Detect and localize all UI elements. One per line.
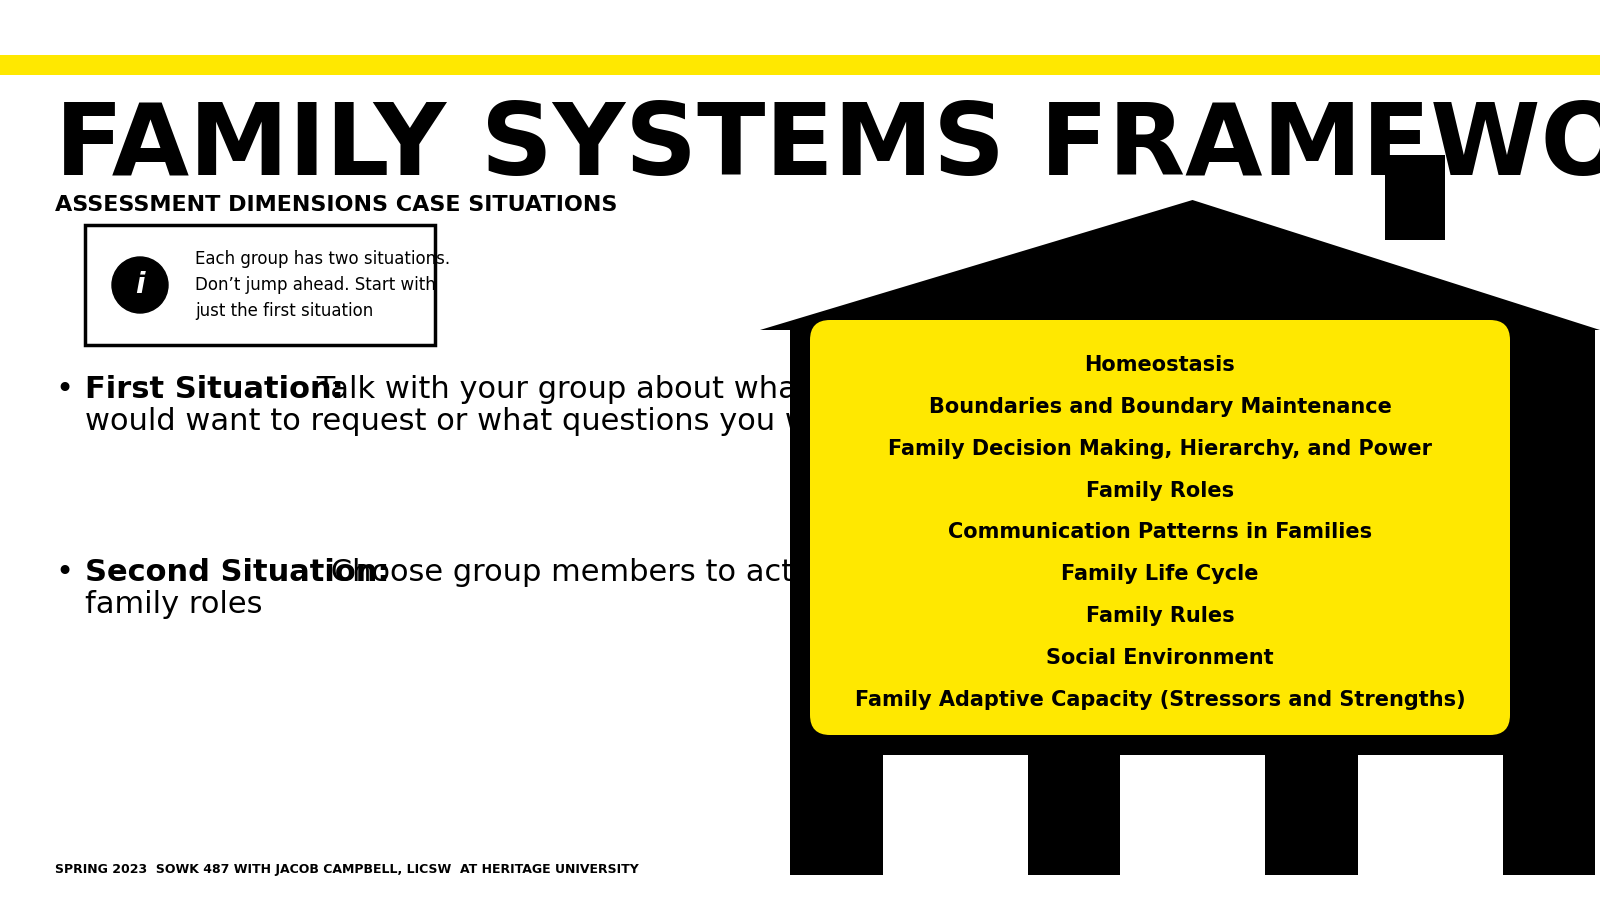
Text: •: •	[54, 558, 74, 587]
Text: Boundaries and Boundary Maintenance: Boundaries and Boundary Maintenance	[928, 397, 1392, 417]
Bar	[1357, 755, 1502, 875]
Bar	[1120, 755, 1266, 875]
Text: First Situation:: First Situation:	[85, 375, 344, 404]
Text: Family Decision Making, Hierarchy, and Power: Family Decision Making, Hierarchy, and P…	[888, 439, 1432, 459]
Text: Choose group members to act out the different: Choose group members to act out the diff…	[320, 558, 1053, 587]
Text: SPRING 2023  SOWK 487 WITH JACOB CAMPBELL, LICSW  AT HERITAGE UNIVERSITY: SPRING 2023 SOWK 487 WITH JACOB CAMPBELL…	[54, 863, 638, 877]
Bar	[1386, 155, 1445, 240]
Text: Family Life Cycle: Family Life Cycle	[1061, 564, 1259, 584]
Text: i: i	[136, 271, 144, 299]
Text: family roles: family roles	[85, 590, 262, 619]
Text: Family Roles: Family Roles	[1086, 481, 1234, 500]
Text: •: •	[54, 375, 74, 404]
Bar	[790, 330, 1595, 875]
Text: Communication Patterns in Families: Communication Patterns in Families	[947, 523, 1373, 543]
Text: Family Rules: Family Rules	[1086, 607, 1234, 626]
Text: Family Adaptive Capacity (Stressors and Strengths): Family Adaptive Capacity (Stressors and …	[854, 690, 1466, 710]
Text: Social Environment: Social Environment	[1046, 648, 1274, 668]
Polygon shape	[760, 200, 1600, 330]
Text: FAMILY SYSTEMS FRAMEWORK: FAMILY SYSTEMS FRAMEWORK	[54, 100, 1600, 196]
Bar	[883, 755, 1027, 875]
Text: Homeostasis: Homeostasis	[1085, 355, 1235, 375]
Text: Each group has two situations.
Don’t jump ahead. Start with
just the first situa: Each group has two situations. Don’t jum…	[195, 250, 450, 320]
Text: Talk with your group about what type of information you: Talk with your group about what type of …	[307, 375, 1178, 404]
Circle shape	[112, 257, 168, 313]
Bar	[85, 225, 435, 345]
Text: Second Situation:: Second Situation:	[85, 558, 389, 587]
Bar	[0, 55, 1600, 75]
FancyBboxPatch shape	[810, 320, 1510, 735]
Text: ASSESSMENT DIMENSIONS CASE SITUATIONS: ASSESSMENT DIMENSIONS CASE SITUATIONS	[54, 195, 618, 215]
Text: would want to request or what questions you would ask: would want to request or what questions …	[85, 407, 938, 436]
